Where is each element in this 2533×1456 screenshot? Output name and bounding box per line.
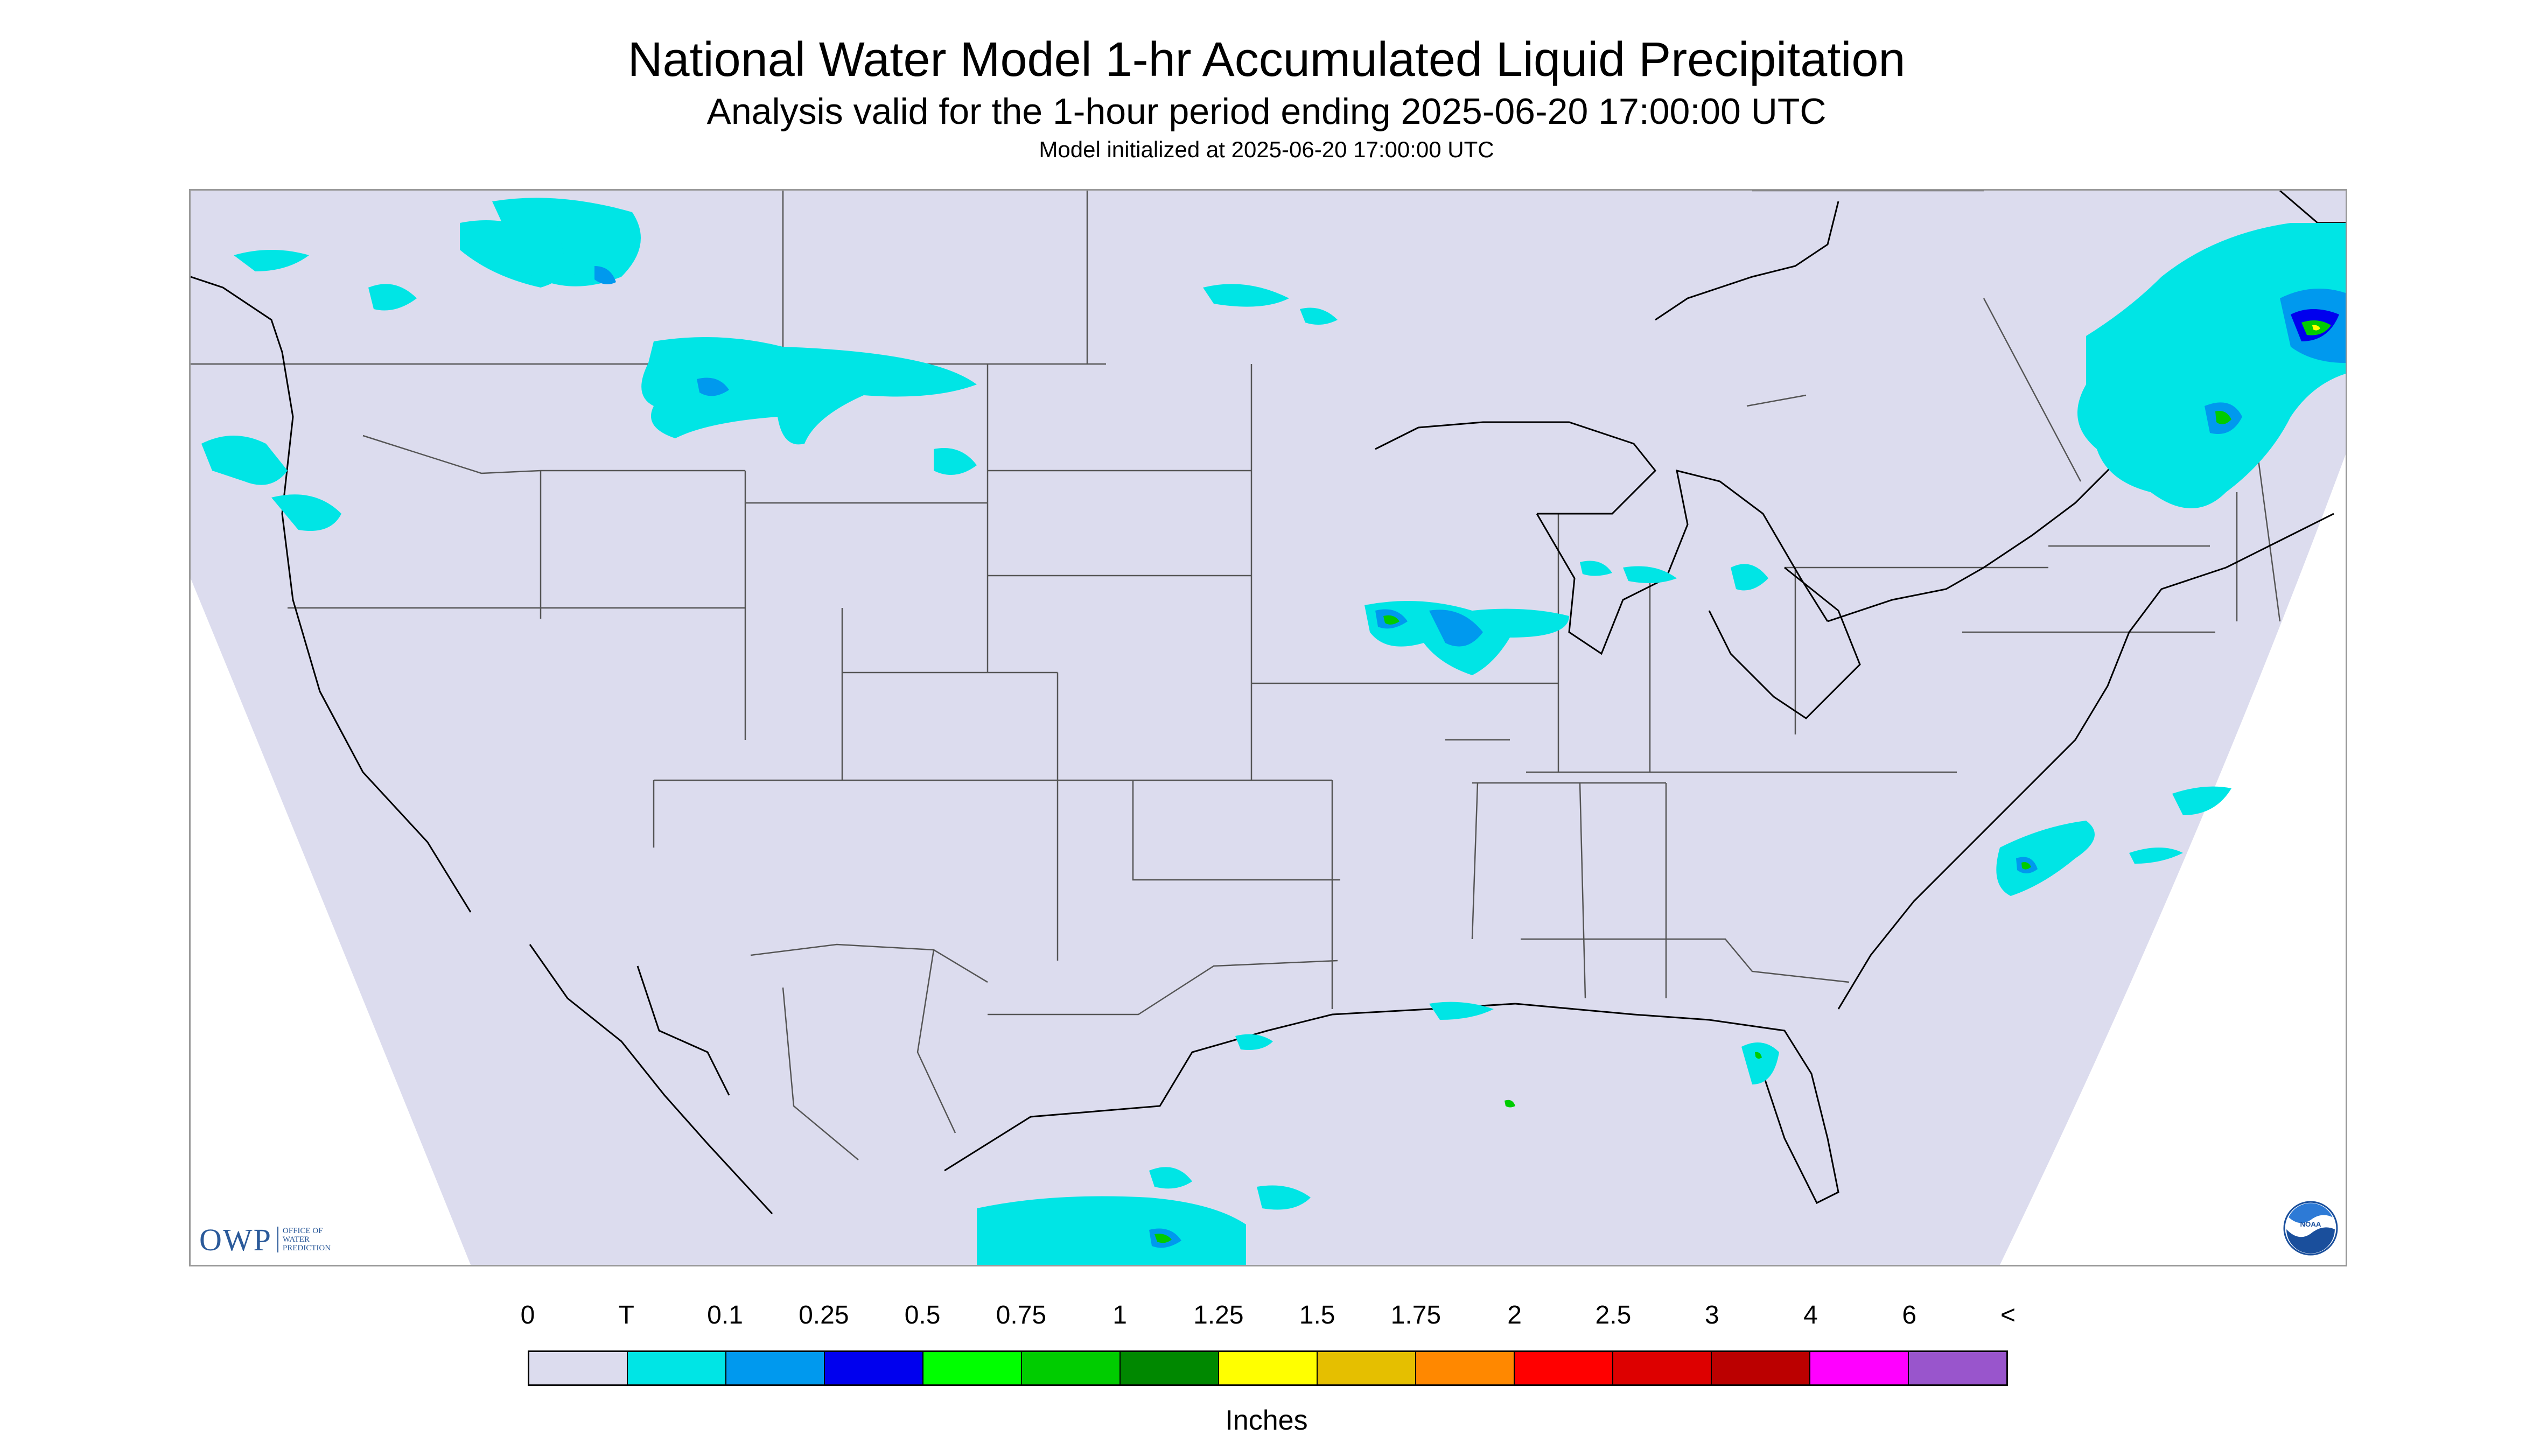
legend-label: 0	[520, 1301, 535, 1329]
legend-swatch	[1909, 1352, 2006, 1384]
legend-swatch	[1219, 1352, 1318, 1384]
precip-northeast-area	[2077, 223, 2346, 508]
legend-swatch	[1121, 1352, 1219, 1384]
coastlines	[191, 191, 2346, 1215]
legend-label: 4	[1803, 1301, 1818, 1329]
legend-swatch	[1810, 1352, 1909, 1384]
legend-label: 1	[1112, 1301, 1127, 1329]
state-boundaries	[191, 191, 2281, 1160]
legend-swatch	[628, 1352, 726, 1384]
legend-label: 1.75	[1390, 1301, 1442, 1329]
legend-label: 2.5	[1595, 1301, 1632, 1329]
legend-label: <	[2000, 1301, 2016, 1329]
precip-mexico-area	[977, 1196, 1246, 1265]
precipitation-map[interactable]	[189, 189, 2347, 1266]
legend-label: 0.1	[707, 1301, 743, 1329]
owp-logo: OWP Office of Water Prediction	[199, 1222, 331, 1257]
legend-label: 3	[1704, 1301, 1719, 1329]
precip-atlantic-area	[1996, 821, 2095, 896]
legend-swatch	[726, 1352, 825, 1384]
legend-swatch	[1318, 1352, 1416, 1384]
map-title: National Water Model 1-hr Accumulated Li…	[627, 33, 1906, 87]
legend-units: Inches	[1225, 1405, 1308, 1436]
legend-swatch	[529, 1352, 628, 1384]
legend-color-bar	[528, 1350, 2008, 1386]
precipitation-areas	[201, 198, 2346, 1265]
legend-swatch	[1022, 1352, 1121, 1384]
legend-swatch	[923, 1352, 1022, 1384]
legend-label: 0.75	[996, 1301, 1047, 1329]
legend-label: 2	[1507, 1301, 1522, 1329]
legend-swatch	[825, 1352, 923, 1384]
legend-label: T	[618, 1301, 634, 1329]
legend-swatch	[1515, 1352, 1613, 1384]
model-init-text: Model initialized at 2025-06-20 17:00:00…	[1039, 137, 1494, 162]
legend-label: 0.25	[799, 1301, 849, 1329]
legend-swatch	[1712, 1352, 1810, 1384]
map-subtitle: Analysis valid for the 1-hour period end…	[706, 91, 1827, 132]
owp-logo-subtext: Office of Water Prediction	[277, 1227, 331, 1252]
legend-label: 0.5	[904, 1301, 941, 1329]
svg-text:NOAA: NOAA	[2300, 1220, 2321, 1228]
noaa-logo: NOAA	[2283, 1201, 2338, 1256]
precip-cyan-area	[201, 436, 288, 485]
legend-label: 6	[1902, 1301, 1917, 1329]
map-canvas	[191, 191, 2346, 1265]
legend-label: 1.25	[1193, 1301, 1244, 1329]
legend-swatch	[1416, 1352, 1515, 1384]
legend-labels: 0 T 0.1 0.25 0.5 0.75 1 1.25 1.5 1.75 2 2.5 3 4 6 <	[0, 1300, 2533, 1338]
legend-swatch	[1613, 1352, 1712, 1384]
outside-projection-left	[191, 578, 471, 1265]
owp-logo-text: OWP	[199, 1222, 272, 1257]
legend-label: 1.5	[1299, 1301, 1335, 1329]
outside-projection-right	[2000, 454, 2346, 1265]
map-background	[191, 191, 2346, 1265]
precip-florida-area	[1741, 1042, 1779, 1084]
